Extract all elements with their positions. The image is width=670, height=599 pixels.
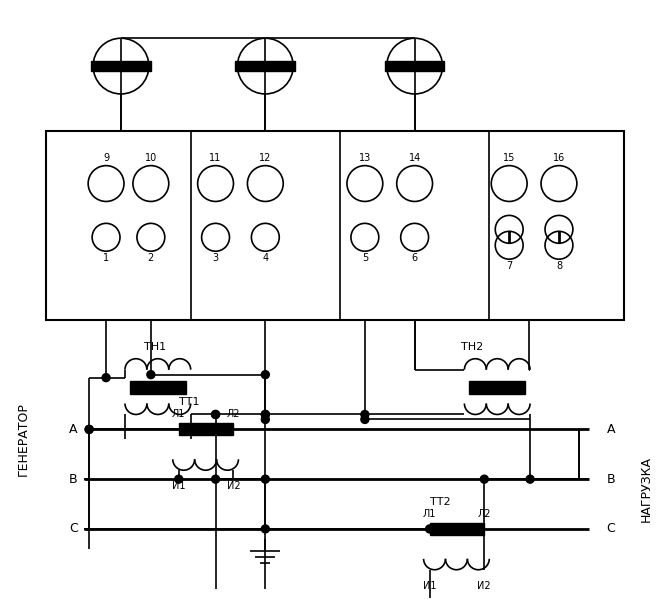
Text: И1: И1 [172, 481, 186, 491]
Circle shape [261, 475, 269, 483]
Text: Л1: Л1 [423, 509, 436, 519]
Text: 12: 12 [259, 153, 271, 163]
Text: 1: 1 [103, 253, 109, 263]
Circle shape [212, 475, 220, 483]
Text: 3: 3 [212, 253, 218, 263]
Text: B: B [606, 473, 615, 486]
Text: 15: 15 [503, 153, 515, 163]
Circle shape [147, 371, 155, 379]
Circle shape [175, 475, 183, 483]
Circle shape [261, 525, 269, 533]
Text: 16: 16 [553, 153, 565, 163]
Text: 5: 5 [362, 253, 368, 263]
Text: ГЕНЕРАТОР: ГЕНЕРАТОР [17, 403, 30, 476]
Text: И2: И2 [226, 481, 241, 491]
Text: A: A [606, 423, 615, 436]
Bar [130, 380, 186, 394]
Text: 10: 10 [145, 153, 157, 163]
Text: 9: 9 [103, 153, 109, 163]
Text: C: C [69, 522, 78, 536]
Circle shape [261, 371, 269, 379]
Circle shape [261, 410, 269, 419]
Bar [91, 61, 151, 71]
Text: ТН2: ТН2 [462, 342, 484, 352]
Circle shape [85, 425, 93, 433]
Circle shape [480, 475, 488, 483]
Text: 7: 7 [506, 261, 513, 271]
Circle shape [425, 525, 433, 533]
Bar [46, 131, 624, 320]
Circle shape [361, 416, 369, 423]
Circle shape [526, 475, 534, 483]
Circle shape [261, 410, 269, 419]
Circle shape [102, 374, 110, 382]
Circle shape [212, 410, 220, 419]
Text: Л2: Л2 [478, 509, 491, 519]
Bar [470, 380, 525, 394]
Text: И1: И1 [423, 580, 436, 591]
Text: И2: И2 [478, 580, 491, 591]
Text: 14: 14 [409, 153, 421, 163]
Text: 4: 4 [262, 253, 269, 263]
Text: Л2: Л2 [226, 410, 241, 419]
Circle shape [261, 416, 269, 423]
Text: 8: 8 [556, 261, 562, 271]
Text: НАГРУЗКА: НАГРУЗКА [640, 456, 653, 522]
Text: Л1: Л1 [172, 410, 186, 419]
Text: B: B [69, 473, 78, 486]
Text: A: A [69, 423, 78, 436]
Bar [385, 61, 444, 71]
Text: 13: 13 [358, 153, 371, 163]
Text: C: C [606, 522, 615, 536]
Text: 2: 2 [147, 253, 154, 263]
Circle shape [212, 410, 220, 419]
Circle shape [361, 410, 369, 419]
Text: ТТ2: ТТ2 [429, 497, 450, 507]
Text: 6: 6 [411, 253, 417, 263]
Text: 11: 11 [210, 153, 222, 163]
Bar [235, 61, 295, 71]
Circle shape [85, 425, 93, 433]
Text: ТТ1: ТТ1 [179, 398, 199, 407]
Text: ТН1: ТН1 [144, 342, 166, 352]
Bar [179, 423, 233, 435]
Bar [429, 523, 484, 535]
